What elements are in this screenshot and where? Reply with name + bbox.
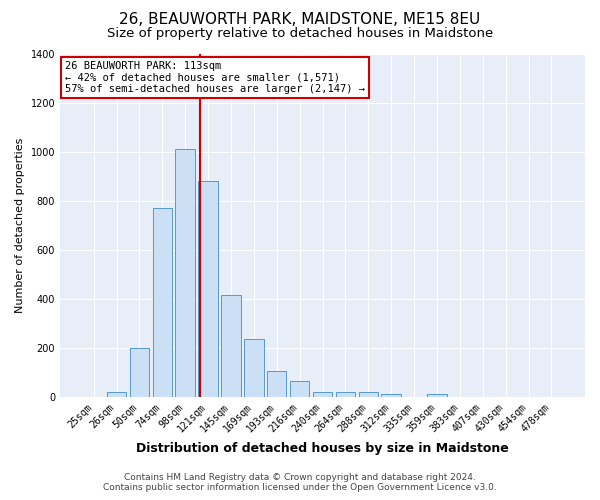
Text: Contains HM Land Registry data © Crown copyright and database right 2024.
Contai: Contains HM Land Registry data © Crown c…: [103, 473, 497, 492]
Bar: [130, 348, 149, 397]
Text: 26 BEAUWORTH PARK: 113sqm
← 42% of detached houses are smaller (1,571)
57% of se: 26 BEAUWORTH PARK: 113sqm ← 42% of detac…: [65, 61, 365, 94]
Bar: [152, 208, 172, 397]
Bar: [335, 392, 355, 397]
Bar: [199, 182, 218, 397]
Bar: [313, 392, 332, 397]
Bar: [290, 381, 310, 397]
Bar: [244, 340, 263, 397]
Bar: [175, 150, 195, 397]
Bar: [382, 394, 401, 397]
Bar: [267, 371, 286, 397]
Bar: [107, 392, 126, 397]
Bar: [359, 392, 378, 397]
Bar: [221, 295, 241, 397]
Text: 26, BEAUWORTH PARK, MAIDSTONE, ME15 8EU: 26, BEAUWORTH PARK, MAIDSTONE, ME15 8EU: [119, 12, 481, 28]
Text: Size of property relative to detached houses in Maidstone: Size of property relative to detached ho…: [107, 28, 493, 40]
X-axis label: Distribution of detached houses by size in Maidstone: Distribution of detached houses by size …: [136, 442, 509, 455]
Y-axis label: Number of detached properties: Number of detached properties: [15, 138, 25, 313]
Bar: [427, 394, 446, 397]
